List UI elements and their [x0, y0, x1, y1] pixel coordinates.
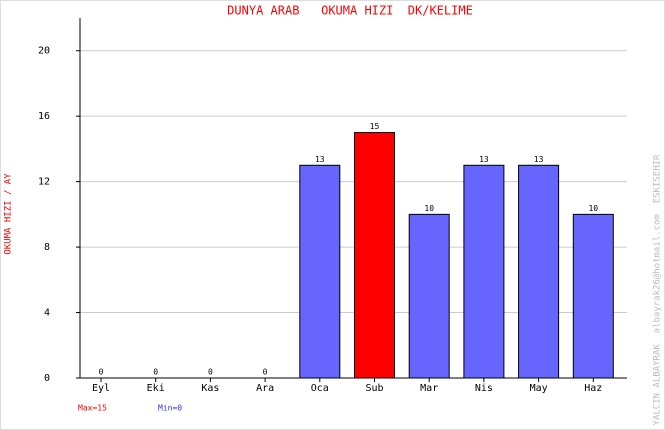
y-tick-label: 0 [44, 373, 50, 384]
bar [572, 213, 614, 379]
chart-title: DUNYA ARAB OKUMA HIZI DK/KELIME [227, 4, 473, 18]
y-axis-label: OKUMA HIZI / AY [4, 173, 14, 255]
x-tick-label: Kas [201, 383, 219, 394]
bar [408, 213, 450, 379]
value-label: 13 [534, 155, 544, 164]
x-tick-label: Oca [311, 383, 329, 394]
x-tick-label: Nis [475, 383, 493, 394]
x-tick-label: Eyl [92, 383, 110, 394]
side-note: YALCIN ALBAYRAK albayrak26@hotmail.com E… [653, 154, 663, 426]
x-tick-label: Haz [584, 383, 602, 394]
value-label: 0 [153, 368, 158, 377]
y-tick-label: 20 [38, 46, 50, 57]
value-label: 0 [208, 368, 213, 377]
value-label: 15 [370, 122, 380, 131]
y-tick-label: 16 [38, 111, 50, 122]
x-tick-label: Mar [420, 383, 438, 394]
bar [463, 164, 505, 379]
bar [518, 164, 560, 379]
y-tick-label: 12 [38, 177, 50, 188]
bar [299, 164, 341, 379]
x-tick-label: Sub [365, 383, 383, 394]
value-label: 0 [99, 368, 104, 377]
x-tick-label: Eki [147, 383, 165, 394]
value-label: 13 [315, 155, 325, 164]
min-label: Min=0 [158, 404, 182, 413]
value-label: 0 [263, 368, 268, 377]
max-label: Max=15 [78, 404, 107, 413]
x-tick-label: Ara [256, 383, 274, 394]
y-tick-label: 8 [44, 242, 50, 253]
bar [354, 132, 395, 379]
y-tick-label: 4 [44, 308, 50, 319]
value-label: 10 [588, 204, 598, 213]
value-label: 13 [479, 155, 489, 164]
value-label: 10 [424, 204, 434, 213]
x-tick-label: May [530, 383, 548, 394]
